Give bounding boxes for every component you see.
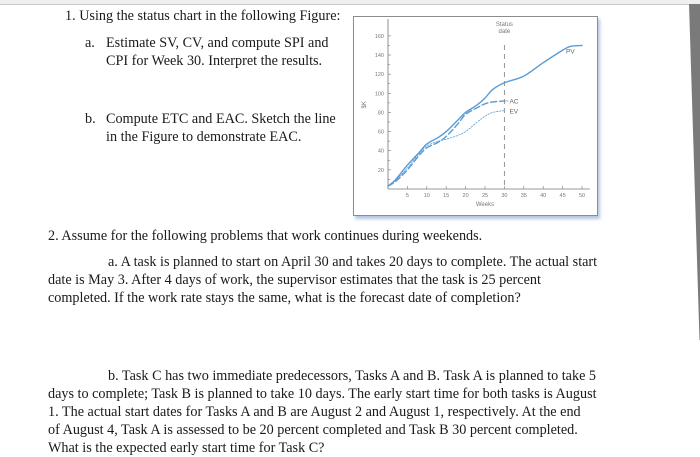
q2a-line1: a. A task is planned to start on April 3… — [108, 254, 598, 270]
x-tick-label: 20 — [463, 193, 469, 199]
y-tick-label: 80 — [378, 110, 384, 116]
q2a-line2: date is May 3. After 4 days of work, the… — [48, 272, 541, 288]
x-tick-label: 30 — [501, 193, 507, 199]
q2b-line4: of August 4, Task A is assessed to be 20… — [48, 422, 578, 438]
status-chart: 20 40 60 80 100 120 140 160 5 10 15 20 25 30 35 40 45 50 W… — [362, 19, 590, 208]
y-tick-label: 20 — [378, 168, 384, 174]
q1b-line1: Compute ETC and EAC. Sketch the line — [106, 111, 336, 127]
series-label-pv: PV — [566, 48, 575, 55]
x-tick-label: 5 — [406, 193, 409, 199]
y-tick-label: 120 — [375, 72, 384, 78]
x-tick-label: 25 — [482, 193, 488, 199]
q2b-line5: What is the expected early start time fo… — [48, 440, 325, 456]
status-date-label: date — [499, 29, 511, 35]
q2b-line1: b. Task C has two immediate predecessors… — [108, 368, 597, 384]
series-label-ev: EV — [509, 109, 518, 116]
series-ac-line — [387, 100, 506, 187]
question-2-heading: 2. Assume for the following problems tha… — [48, 228, 483, 244]
q2b-line2: days to complete; Task B is planned to t… — [48, 386, 597, 402]
y-tick-label: 160 — [375, 34, 384, 40]
y-tick-label: 40 — [378, 149, 384, 155]
series-label-ac: AC — [509, 98, 518, 105]
x-tick-label: 40 — [540, 193, 546, 199]
status-chart-figure: 20 40 60 80 100 120 140 160 5 10 15 20 25 30 35 40 45 50 W… — [353, 16, 598, 216]
series-pv-line — [387, 44, 583, 187]
x-axis-title: Weeks — [476, 202, 494, 208]
y-tick-label: 100 — [375, 91, 384, 97]
y-tick-label: 60 — [378, 130, 384, 136]
q2b-line3: 1. The actual start dates for Tasks A an… — [48, 404, 581, 420]
y-tick-label: 140 — [375, 53, 384, 59]
x-tick-label: 45 — [560, 193, 566, 199]
status-date-label: Status — [496, 22, 513, 28]
x-tick-label: 10 — [424, 193, 430, 199]
q2a-line3: completed. If the work rate stays the sa… — [48, 290, 521, 306]
q1a-marker: a. — [85, 35, 95, 51]
x-tick-label: 35 — [521, 193, 527, 199]
y-axis-title: $K — [362, 101, 368, 108]
page-edge-shadow — [689, 4, 700, 340]
series-ev-line — [387, 110, 505, 187]
x-tick-label: 15 — [443, 193, 449, 199]
question-1-heading: 1. Using the status chart in the followi… — [65, 8, 341, 24]
q1b-marker: b. — [85, 111, 96, 127]
q1a-line2: CPI for Week 30. Interpret the results. — [106, 53, 323, 69]
x-tick-label: 50 — [579, 193, 585, 199]
q1a-line1: Estimate SV, CV, and compute SPI and — [106, 35, 329, 51]
top-edge-bar — [0, 0, 700, 5]
q1b-line2: in the Figure to demonstrate EAC. — [106, 129, 302, 145]
